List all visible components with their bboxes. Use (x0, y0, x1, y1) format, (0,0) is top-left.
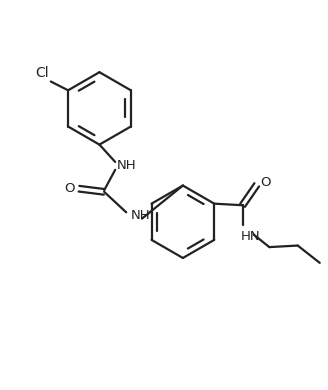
Text: NH: NH (117, 159, 136, 172)
Text: NH: NH (131, 209, 151, 222)
Text: O: O (64, 182, 75, 195)
Text: HN: HN (241, 230, 261, 243)
Text: Cl: Cl (35, 66, 49, 80)
Text: O: O (260, 176, 270, 189)
